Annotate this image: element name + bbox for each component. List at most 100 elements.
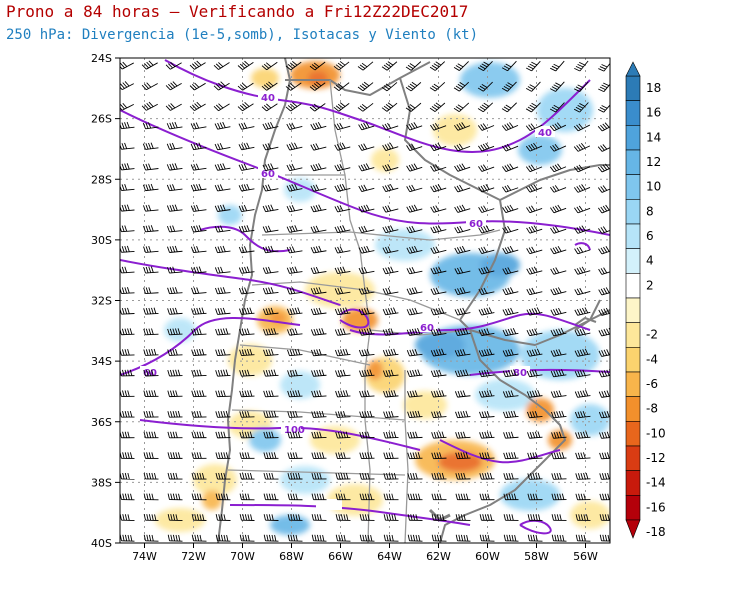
wind-barb [358,349,375,357]
wind-barb [574,369,591,378]
wind-barb [191,514,207,521]
colorbar-tick-label: 8 [646,204,654,218]
colorbar-segment [625,396,641,422]
colorbar-tick-label: -14 [646,476,666,490]
wind-barb [120,245,135,253]
wind-barb [430,328,447,336]
wind-barb [406,369,423,377]
wind-barb [286,246,303,254]
colorbar: 18 16 14 12 10 8 6 4 2 -2 -4 -6 -8 -10 -12 -14 -16 -18 [625,61,666,539]
wind-barb [430,183,447,193]
wind-barb [383,390,399,398]
longitude-axis: 74W 72W 70W 68W 66W 64W 62W 60W 58W 56W [132,543,598,563]
wind-barb [575,493,591,501]
wind-barb [551,493,567,501]
wind-barb [478,246,495,254]
wind-barb [311,390,327,398]
wind-barb [143,514,159,521]
wind-barb [526,287,543,296]
wind-barb [382,205,399,213]
wind-barb [383,534,399,542]
colorbar-segment [625,223,641,249]
wind-barb [166,163,183,171]
wind-barb [503,431,519,439]
wind-barb [215,369,231,377]
wind-barb [359,472,375,480]
wind-barb [431,472,447,480]
wind-barb [238,163,255,171]
wind-barb [310,121,327,131]
wind-barb [334,183,351,192]
wind-barb [263,410,279,418]
wind-barb [526,246,543,255]
colorbar-top-arrow [625,61,641,77]
wind-barb [285,60,302,71]
isotach-label: 40 [261,93,275,104]
wind-barb [238,287,255,295]
wind-barb [190,204,207,212]
wind-barb [406,122,423,131]
wind-barb [239,431,255,439]
wind-barb [549,81,565,92]
wind-barb [286,328,303,336]
wind-barb [429,81,446,92]
wind-barb [287,534,303,542]
wind-barb [575,514,591,521]
wind-barb [263,493,279,501]
wind-barb [120,61,134,70]
wind-barb [573,164,591,173]
wind-barb [383,472,399,480]
wind-barb [263,390,279,398]
wind-barb [478,205,495,213]
wind-barb [310,287,327,295]
wind-barb [310,245,327,254]
wind-barb [478,164,495,172]
wind-barb [263,472,279,480]
colorbar-segment [625,273,641,299]
wind-barb [333,61,350,71]
wind-barb [406,328,423,336]
wind-barb [215,431,231,439]
wind-barb [478,287,495,296]
wind-barb [599,431,610,439]
wind-barb [287,348,303,357]
wind-barb [335,431,351,439]
colorbar-segment [625,445,641,471]
wind-barb [526,184,543,193]
wind-barb [263,349,279,357]
wind-barb [214,266,231,274]
wind-barb [478,348,495,357]
wind-barb [358,204,375,213]
wind-barb [406,267,423,275]
lat-tick-label: 36S [91,416,112,429]
wind-barb [191,534,207,542]
wind-barb [551,514,567,521]
wind-barb [454,163,471,172]
wind-barb [454,122,471,131]
wind-barb [311,410,327,418]
colorbar-segment [625,100,641,126]
wind-barb [120,225,135,233]
wind-barb [358,122,375,131]
wind-barb [453,102,470,113]
wind-barb [358,143,375,151]
wind-barb [141,60,158,70]
colorbar-tick-label: 14 [646,130,661,144]
wind-barb [502,163,519,172]
wind-barb [527,472,543,480]
wind-barb [357,102,374,112]
wind-barb [190,183,207,192]
lon-tick-label: 56W [573,550,598,563]
wind-barb [599,493,610,501]
wind-barb [597,185,610,193]
wind-barb [311,452,327,459]
wind-barb [454,369,471,378]
wind-barb [453,81,470,92]
colorbar-tick-label: 16 [646,106,661,120]
wind-barb [382,122,399,131]
colorbar-segment [625,297,641,323]
wind-barb [335,493,351,501]
wind-barb [455,410,471,419]
lon-tick-label: 60W [475,550,500,563]
